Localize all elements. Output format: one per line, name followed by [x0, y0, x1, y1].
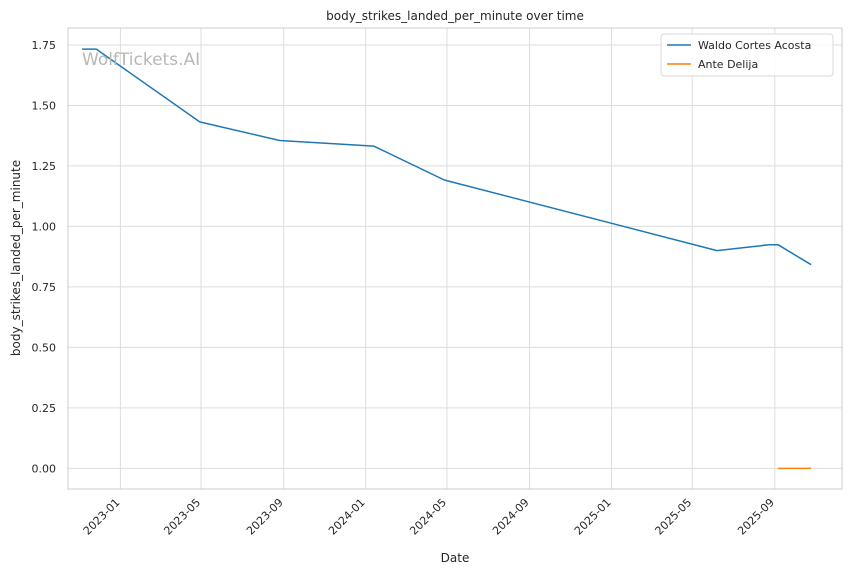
series-lines — [82, 48, 812, 470]
x-axis-label: Date — [441, 551, 470, 565]
legend: Waldo Cortes Acosta Ante Delija — [660, 33, 834, 77]
chart-title: body_strikes_landed_per_minute over time — [326, 9, 584, 23]
y-tick-label: 1.75 — [32, 39, 57, 52]
y-tick-label: 1.25 — [32, 160, 57, 173]
y-tick-label: 0.25 — [32, 402, 57, 415]
y-tick-label: 1.00 — [32, 220, 57, 233]
y-tick-label: 0.00 — [32, 462, 57, 475]
plot-frame — [67, 27, 843, 490]
watermark: WolfTickets.AI — [82, 50, 200, 70]
grid — [68, 28, 842, 489]
y-tick-label: 0.50 — [32, 341, 57, 354]
y-tick-label: 0.75 — [32, 281, 57, 294]
series-line-0 — [82, 48, 812, 266]
legend-label: Waldo Cortes Acosta — [698, 39, 811, 52]
legend-box — [660, 33, 834, 77]
y-tick-label: 1.50 — [32, 99, 57, 112]
y-axis-label: body_strikes_landed_per_minute — [9, 160, 23, 356]
legend-label: Ante Delija — [698, 58, 758, 71]
